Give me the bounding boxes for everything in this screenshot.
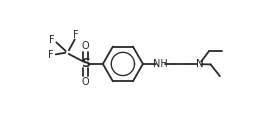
Text: S: S — [81, 57, 90, 70]
Text: O: O — [82, 77, 90, 87]
Text: F: F — [49, 35, 55, 45]
Text: F: F — [73, 30, 79, 40]
Text: O: O — [82, 41, 90, 51]
Text: F: F — [48, 50, 54, 60]
Text: NH: NH — [153, 59, 168, 69]
Text: N: N — [196, 59, 204, 69]
